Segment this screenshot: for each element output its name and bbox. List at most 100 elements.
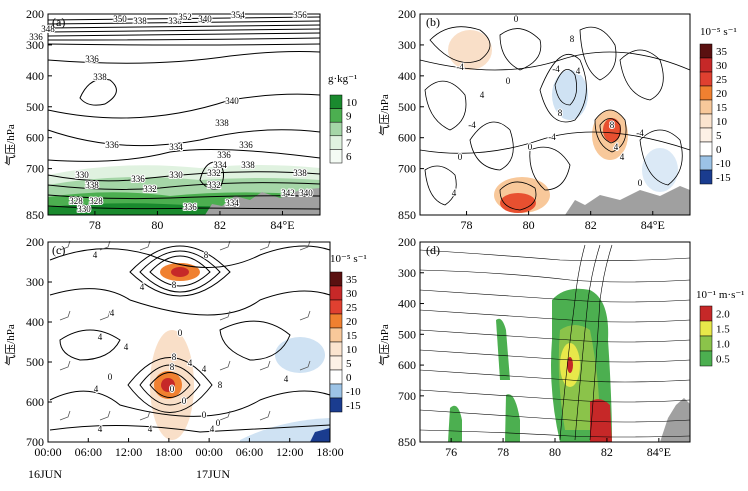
contour-label-a-12: 340	[225, 96, 239, 106]
shade-b-orange-top	[448, 30, 492, 70]
colorbar-b-seg-0	[699, 43, 713, 59]
panel-label-c: (c)	[52, 243, 65, 257]
ytick-label-c-500: 500	[26, 355, 44, 369]
xtick-label-c-3: 18:00	[155, 445, 182, 459]
xtick-label-c-2: 12:00	[115, 445, 142, 459]
colorbar-b-label-8: -10	[716, 158, 731, 170]
contour-label-c-0: 4	[93, 250, 98, 260]
ytick-label-d-200: 200	[398, 235, 416, 249]
contour-label-a-20: 338	[85, 180, 99, 190]
colorbar-c-label-7: 0	[346, 372, 352, 384]
contour-label-a-13: 338	[215, 118, 229, 128]
ytick-label-d-850: 850	[398, 435, 416, 449]
contour-label-a-9: 356	[293, 10, 307, 20]
contour-label-b-4: 0	[506, 76, 511, 86]
contour-label-c-15: 4	[284, 374, 289, 384]
xtick-label-a-84: 84°E	[270, 218, 294, 232]
ylabel-b: 气压/hPa	[377, 94, 391, 136]
contour-label-b-14: 0	[458, 152, 463, 162]
contour-label-a-18: 332	[207, 168, 221, 178]
xtick-label-d-78: 78	[497, 445, 509, 459]
contour-label-c-8: 8	[170, 362, 175, 372]
colorbar-b-seg-3	[699, 85, 713, 101]
ytick-label-a-700: 700	[26, 162, 44, 176]
colorbar-c-seg-1	[329, 285, 343, 301]
contour-label-b-16: 4	[452, 188, 457, 198]
colorbar-d-seg-1	[699, 320, 713, 337]
colorbar-unit-b: 10⁻⁵ s⁻¹	[700, 26, 737, 38]
colorbar-b-label-3: 20	[716, 88, 728, 100]
contour-label-b-10: 4	[614, 142, 619, 152]
ytick-label-a-500: 500	[26, 100, 44, 114]
contour-label-a-8: 354	[231, 10, 245, 20]
xtick-label-b-84: 84°E	[641, 218, 665, 232]
shade-b-blue2	[642, 148, 678, 192]
contour-label-a-2: 338	[133, 16, 147, 26]
colorbar-a-label-2: 8	[346, 124, 352, 136]
panel-a	[47, 16, 321, 215]
colorbar-b-label-6: 5	[716, 130, 722, 142]
panel-label-b: (b)	[426, 15, 440, 29]
contour-label-b-8: -4	[468, 120, 476, 130]
contour-label-a-3: 338	[168, 16, 182, 26]
contours-c	[49, 245, 331, 433]
colorbar-c-label-5: 10	[346, 344, 358, 356]
contour-label-b-11: -4	[636, 128, 644, 138]
colorbar-b-seg-4	[699, 99, 713, 115]
contour-label-c-6: 0	[178, 328, 183, 338]
shade-d-green3	[448, 405, 462, 442]
contour-label-c-20: 0	[216, 418, 221, 428]
colorbar-b-seg-2	[699, 71, 713, 87]
colorbar-a-label-4: 6	[346, 151, 352, 163]
contour-label-b-9: 0	[528, 142, 533, 152]
colorbar-b-label-9: -15	[716, 172, 731, 184]
xtick-label-d-82: 82	[601, 445, 613, 459]
contour-label-a-32: 338	[293, 168, 307, 178]
contour-label-c-9: 4	[188, 358, 193, 368]
contour-label-c-11: 4	[94, 384, 99, 394]
ytick-label-d-300: 300	[398, 266, 416, 280]
shade-c-blue-low	[240, 418, 330, 442]
xtick-label-b-78: 78	[461, 218, 473, 232]
colorbar-a-seg-0	[329, 94, 343, 109]
contour-label-c-4: 8	[172, 352, 177, 362]
colorbar-a-seg-1	[329, 108, 343, 123]
shade-d-red	[567, 357, 573, 373]
ytick-label-c-300: 300	[26, 275, 44, 289]
frame-b	[419, 13, 691, 216]
colorbar-d-seg-0	[699, 305, 713, 322]
contour-label-c-14: 8	[218, 380, 223, 390]
shade-c-blue	[275, 337, 325, 373]
contour-label-a-5: 348	[41, 24, 55, 34]
xtick-label-c-7: 18:00	[316, 445, 343, 459]
panel-b	[419, 26, 691, 215]
contour-label-a-23: 330	[169, 170, 183, 180]
colorbar-b-label-5: 10	[716, 116, 728, 128]
colorbar-c-seg-5	[329, 341, 343, 357]
ytick-label-b-500: 500	[398, 100, 416, 114]
axes-layer: 2003004005006007008502003004005006007008…	[26, 7, 731, 459]
ytick-label-c-700: 700	[26, 435, 44, 449]
contour-label-c-1: 8	[204, 250, 209, 260]
xtick-label-a-78: 78	[89, 218, 101, 232]
contour-label-a-17: 334	[213, 160, 227, 170]
xtick-label-d-80: 80	[549, 445, 561, 459]
frame-a	[47, 13, 321, 216]
shade-b-red-mid	[603, 118, 621, 142]
colorbar-c-label-4: 15	[346, 330, 358, 342]
shade-c-red-core	[161, 378, 175, 392]
contour-label-a-26: 328	[69, 196, 83, 206]
colorbar-d-label-1: 1.5	[716, 324, 730, 336]
date-label-17jun: 17JUN	[196, 467, 230, 481]
colorbar-b-seg-5	[699, 113, 713, 129]
ytick-label-d-400: 400	[398, 297, 416, 311]
colorbar-a-label-3: 7	[346, 138, 352, 150]
contour-label-a-16: 336	[217, 150, 231, 160]
contour-label-b-1: 8	[570, 34, 575, 44]
ytick-label-d-700: 700	[398, 389, 416, 403]
colorbar-d-seg-3	[699, 350, 713, 367]
contour-label-a-25: 334	[225, 198, 239, 208]
colorbar-b-label-7: 0	[716, 144, 722, 156]
colorbar-a-seg-2	[329, 121, 343, 137]
